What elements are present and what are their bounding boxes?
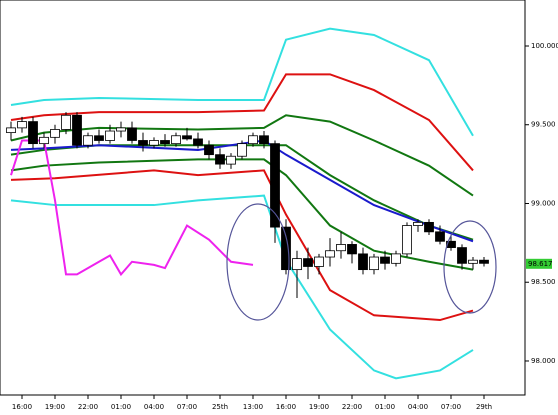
- x-tick-label: 01:00: [111, 403, 131, 411]
- candle-body: [248, 135, 258, 145]
- x-tick-label: 25th: [212, 403, 228, 411]
- candle-body: [138, 140, 148, 146]
- candle-body: [336, 244, 346, 252]
- candle-body: [215, 154, 225, 165]
- candle-body: [259, 135, 269, 145]
- y-tick-label: 98.500: [531, 278, 556, 286]
- candle-body: [127, 127, 137, 141]
- candle-body: [94, 135, 104, 141]
- candle-body: [281, 226, 291, 271]
- x-tick-label: 16:00: [12, 403, 32, 411]
- x-tick-label: 01:00: [375, 403, 395, 411]
- candle-body: [83, 135, 93, 146]
- candle-body: [358, 253, 368, 271]
- candle-body: [28, 121, 38, 145]
- last-price-label: 98.617: [528, 260, 553, 268]
- candle-body: [61, 114, 71, 130]
- candle-body: [39, 136, 49, 145]
- x-tick-label: 07:00: [177, 403, 197, 411]
- candle-body: [193, 138, 203, 146]
- x-tick-label: 19:00: [309, 403, 329, 411]
- candle-body: [413, 221, 423, 226]
- x-tick-label: 19:00: [45, 403, 65, 411]
- x-tick-label: 13:00: [243, 403, 263, 411]
- y-tick-label: 99.500: [531, 121, 556, 129]
- x-tick-label: 22:00: [78, 403, 98, 411]
- candle-body: [391, 253, 401, 264]
- candle-body: [226, 155, 236, 165]
- candle-body: [457, 247, 467, 264]
- candle-body: [17, 121, 27, 129]
- y-tick-label: 98.000: [531, 357, 556, 365]
- candle-body: [369, 256, 379, 271]
- candle-body: [6, 127, 16, 134]
- candle-body: [314, 256, 324, 267]
- candle-body: [402, 225, 412, 255]
- plot-area: [0, 0, 526, 396]
- highlight-ellipse: [226, 203, 290, 321]
- candle-body: [468, 259, 478, 264]
- indicator-line: [10, 114, 474, 197]
- candle-body: [479, 259, 489, 264]
- candle-body: [182, 135, 192, 140]
- candle-body: [303, 258, 313, 267]
- candle-body: [204, 144, 214, 156]
- candle-body: [171, 135, 181, 145]
- x-tick-label: 04:00: [144, 403, 164, 411]
- candle-body: [116, 127, 126, 132]
- candle-body: [347, 244, 357, 255]
- last-price-box: [526, 258, 552, 269]
- x-tick-label: 07:00: [441, 403, 461, 411]
- x-tick-label: 29th: [476, 403, 492, 411]
- candle-body: [160, 140, 170, 145]
- x-tick-label: 22:00: [342, 403, 362, 411]
- candle-body: [50, 129, 60, 138]
- indicator-line: [10, 139, 254, 277]
- indicator-line: [10, 73, 474, 172]
- x-tick-label: 04:00: [408, 403, 428, 411]
- y-tick-label: 100.000: [531, 42, 558, 50]
- candle-body: [270, 143, 280, 228]
- candle-body: [105, 130, 115, 141]
- candle-body: [424, 221, 434, 233]
- candle-body: [380, 256, 390, 264]
- x-tick-label: 16:00: [276, 403, 296, 411]
- candle-body: [435, 231, 445, 242]
- indicator-line: [10, 27, 474, 137]
- candle-body: [325, 250, 335, 258]
- candle-body: [149, 140, 159, 146]
- candle-body: [446, 240, 456, 248]
- y-tick-label: 99.000: [531, 199, 556, 207]
- candle-body: [237, 143, 247, 157]
- highlight-ellipse: [443, 220, 497, 314]
- candle-body: [72, 114, 82, 146]
- candle-body: [292, 258, 302, 271]
